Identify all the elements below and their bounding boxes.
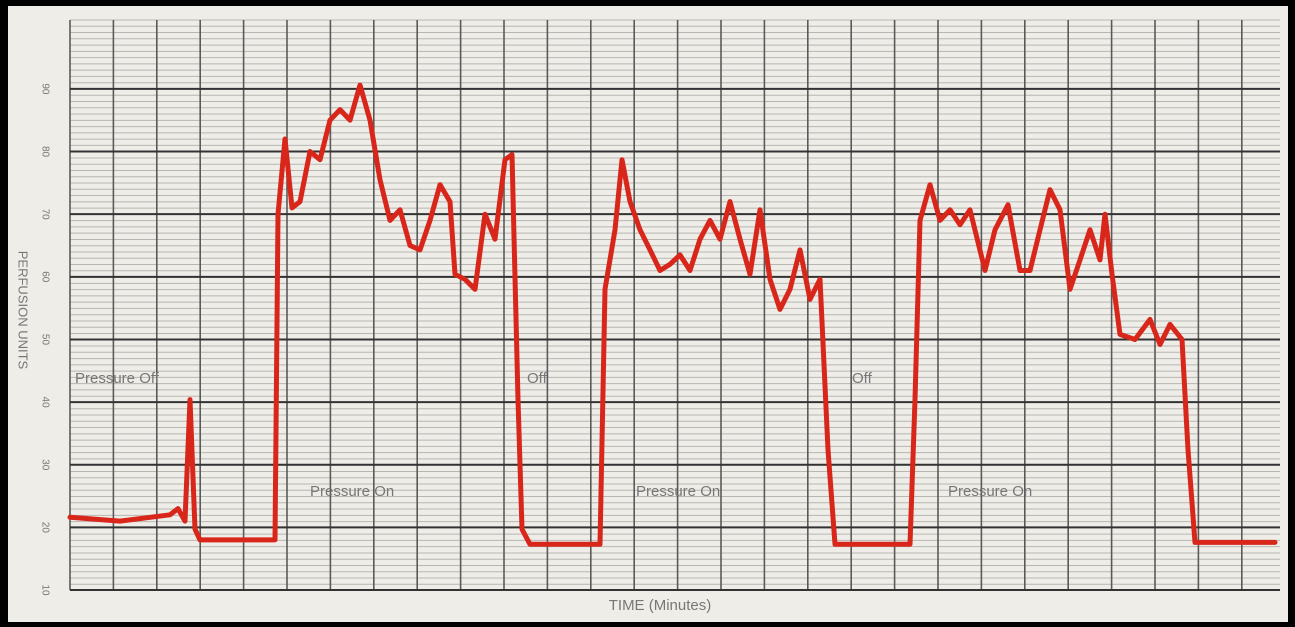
y-tick-label: 80 [39,146,50,158]
y-tick-label: 40 [39,397,50,409]
y-tick-label: 20 [39,522,50,534]
x-axis-label: TIME (Minutes) [609,597,712,614]
y-tick-label: 50 [39,334,50,346]
annotation: Off [852,370,873,387]
y-tick-label: 30 [39,459,50,471]
y-axis-label: PERFUSION UNITS [16,251,31,370]
annotation: Pressure On [636,483,720,500]
y-tick-label: 70 [39,209,50,221]
y-tick-label: 60 [39,271,50,283]
plot [67,82,1278,547]
annotation: Off [527,370,548,387]
annotation: Pressure On [948,483,1032,500]
paper [8,6,1288,622]
y-tick-label: 90 [39,83,50,95]
series-line [67,82,1278,547]
grid [69,19,1280,591]
annotation: Pressure On [310,483,394,500]
annotation: Pressure Off [75,370,160,387]
y-tick-label: 10 [39,584,50,596]
